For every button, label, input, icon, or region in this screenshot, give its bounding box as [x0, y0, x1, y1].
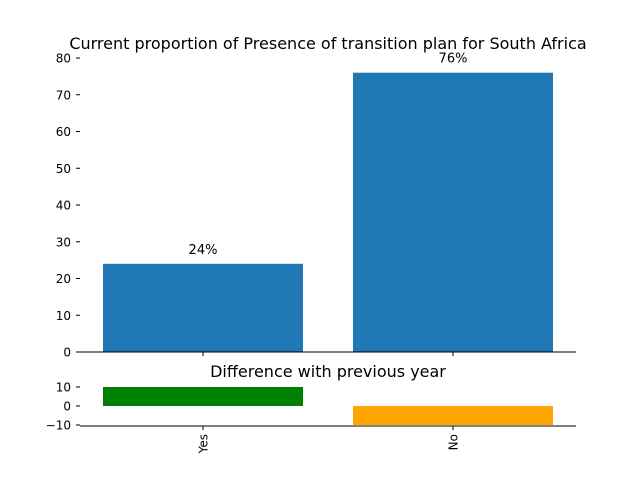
difference-y-tick-label: 10 [56, 381, 71, 395]
main-y-tick-label: 10 [56, 309, 71, 323]
main-y-axis: 0 10 20 30 40 50 60 70 80 [56, 52, 80, 360]
main-chart-title: Current proportion of Presence of transi… [69, 34, 586, 53]
main-y-tick-label: 50 [56, 162, 71, 176]
difference-y-axis: −10 0 10 [46, 381, 80, 433]
main-y-tick-label: 0 [63, 346, 71, 360]
main-bar-chart: Current proportion of Presence of transi… [56, 34, 587, 360]
difference-bar-chart: Difference with previous year −10 0 10 Yes… [46, 362, 576, 454]
main-bar-yes [103, 263, 303, 352]
x-category-label-yes: Yes [197, 434, 211, 454]
difference-bar-no [353, 406, 553, 425]
difference-chart-title: Difference with previous year [210, 362, 446, 381]
main-bar-label: 76% [439, 52, 468, 67]
x-category-label-no: No [447, 434, 461, 450]
main-y-tick-label: 70 [56, 88, 71, 102]
main-y-tick-label: 20 [56, 272, 71, 286]
main-data-labels: 24% 76% [189, 52, 468, 258]
difference-bars [103, 387, 553, 425]
main-x-ticks [202, 352, 454, 356]
difference-y-tick-label: −10 [46, 419, 71, 433]
main-y-tick-label: 80 [56, 52, 71, 66]
difference-y-tick-label: 0 [63, 400, 71, 414]
main-bar-no [353, 72, 553, 352]
difference-x-ticks: Yes No [197, 426, 461, 454]
main-bar-label: 24% [189, 243, 218, 258]
main-y-tick-label: 40 [56, 199, 71, 213]
main-bars [103, 72, 553, 352]
difference-bar-yes [103, 387, 303, 406]
main-y-tick-label: 60 [56, 125, 71, 139]
main-y-tick-label: 30 [56, 235, 71, 249]
